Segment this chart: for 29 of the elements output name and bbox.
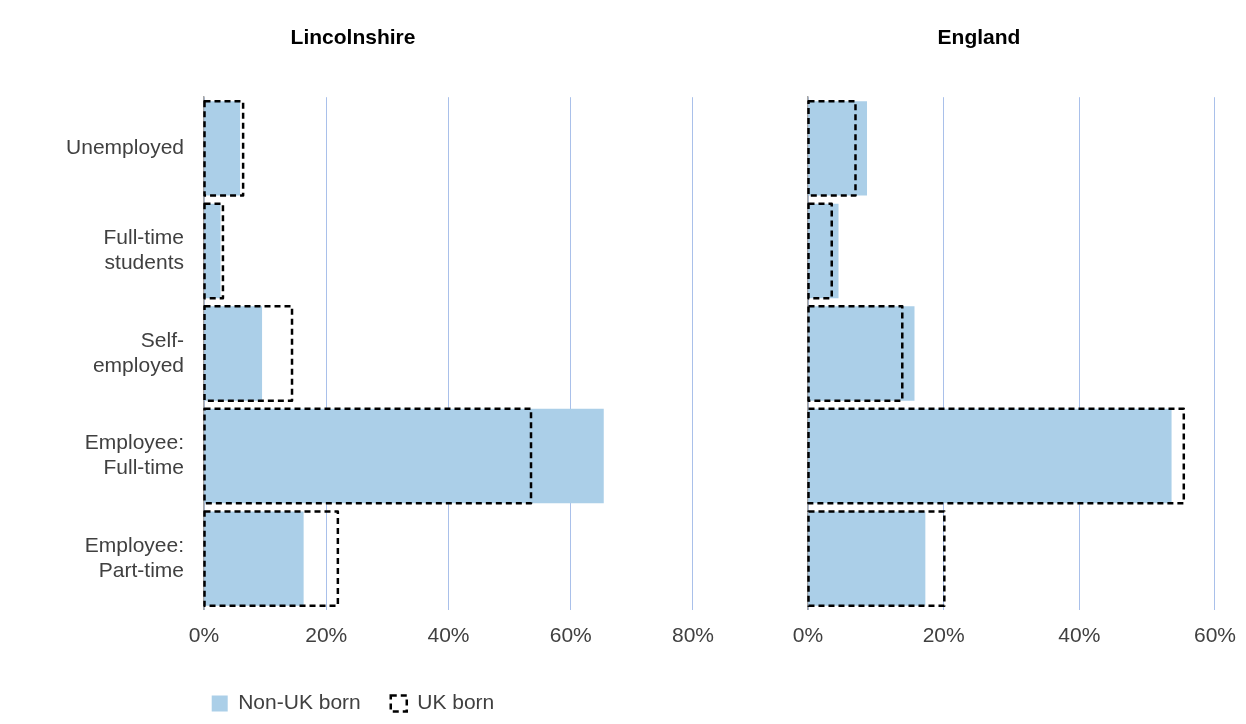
- y-tick-label: Employee: Full-time: [84, 430, 184, 479]
- bar: [204, 306, 263, 401]
- x-tick-label: 0%: [792, 623, 824, 647]
- x-tick-label: 60%: [549, 623, 592, 647]
- legend-label: UK born: [417, 690, 495, 714]
- y-tick-label: Full-time students: [103, 225, 184, 274]
- x-tick-label: 20%: [922, 623, 965, 647]
- bar: [203, 305, 294, 402]
- x-tick-label: 20%: [305, 623, 348, 647]
- bar: [203, 407, 533, 505]
- chart-title: Lincolnshire: [290, 25, 416, 49]
- bar: [808, 511, 926, 606]
- x-tick-label: 40%: [427, 623, 470, 647]
- x-tick-label: 60%: [1193, 623, 1236, 647]
- bar: [807, 202, 833, 300]
- y-tick-label: Unemployed: [66, 135, 184, 159]
- bar: [807, 510, 946, 607]
- legend-label: Non-UK born: [238, 690, 361, 714]
- bar: [204, 408, 604, 504]
- y-tick-label: Self-employed: [92, 327, 184, 376]
- bar: [807, 100, 857, 197]
- x-tick-label: 80%: [671, 623, 714, 647]
- bar: [204, 511, 304, 606]
- chart-title: England: [937, 25, 1021, 49]
- y-tick-label: Employee: Part-time: [84, 532, 184, 581]
- x-tick-label: 40%: [1058, 623, 1101, 647]
- x-tick-label: 0%: [188, 623, 220, 647]
- bar: [808, 101, 868, 196]
- bar: [203, 510, 340, 607]
